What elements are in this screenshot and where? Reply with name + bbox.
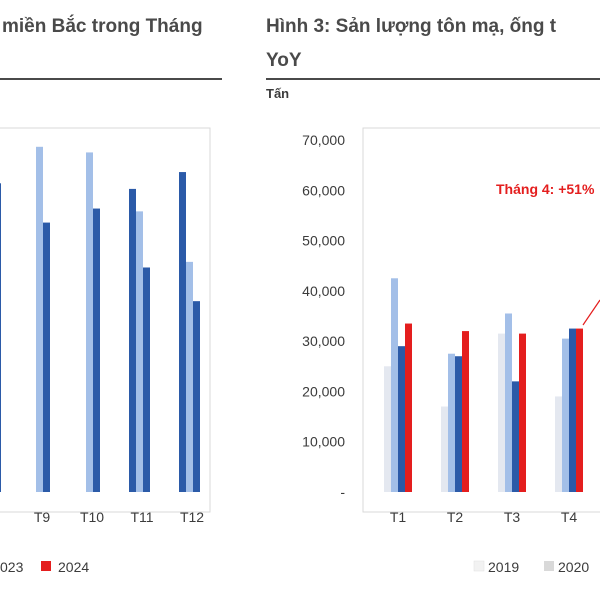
left-bar-light-T9 <box>36 146 43 492</box>
left-bar-extra-T11 <box>129 188 136 492</box>
right-bar-s2-T1 <box>398 346 405 492</box>
right-bar-s1-T2 <box>448 353 455 492</box>
right-x-tick-T2: T2 <box>447 509 464 525</box>
right-bar-s0-T4 <box>555 396 562 492</box>
legend-label-2019: 2019 <box>488 559 519 575</box>
left-plot-frame <box>0 127 211 513</box>
right-x-tick-T1: T1 <box>390 509 407 525</box>
right-bar-s3-T1 <box>405 323 412 492</box>
right-bar-s1-T1 <box>391 278 398 492</box>
right-chart: - 10,000 20,000 30,000 40,000 50,000 60,000 70,… <box>302 132 583 525</box>
y-tick-label: 60,000 <box>302 182 345 198</box>
legend-label-2020: 2020 <box>558 559 589 575</box>
left-bar-light-T12 <box>186 261 193 492</box>
left-x-tick-T9: T9 <box>34 509 51 525</box>
legend-swatch-2020 <box>544 561 554 571</box>
y-axis-unit: Tấn <box>266 86 290 101</box>
right-bar-s0-T2 <box>441 406 448 492</box>
right-chart-title-line2: YoY <box>266 50 302 71</box>
legends: 023 2024 2019 2020 <box>0 559 589 575</box>
y-tick-label: 20,000 <box>302 383 345 399</box>
right-bar-s2-T2 <box>455 356 462 492</box>
left-bar-dark-T12 <box>193 301 200 492</box>
right-bar-s0-T1 <box>384 366 391 492</box>
right-plot-frame <box>362 127 600 513</box>
right-x-tick-T4: T4 <box>561 509 578 525</box>
left-x-tick-T11: T11 <box>130 509 153 525</box>
right-x-tick-T3: T3 <box>504 509 521 525</box>
right-bar-s3-T2 <box>462 331 469 492</box>
y-tick-label: 30,000 <box>302 333 345 349</box>
legend-swatch-2024 <box>41 561 51 571</box>
left-x-tick-T10: T10 <box>80 509 104 525</box>
left-chart: T9 T10 T11 T12 <box>0 146 204 525</box>
right-bar-s1-T4 <box>562 338 569 492</box>
left-bar-light-T11 <box>136 211 143 492</box>
y-tick-label: - <box>340 484 345 500</box>
right-title-divider <box>266 78 600 80</box>
left-bar-dark-T10 <box>93 208 100 492</box>
y-tick-label: 10,000 <box>302 434 345 450</box>
legend-label-2024: 2024 <box>58 559 89 575</box>
legend-swatch-2019 <box>473 560 485 572</box>
y-tick-label: 40,000 <box>302 283 345 299</box>
left-bar-dark-T11 <box>143 267 150 492</box>
annotation-arrow <box>582 299 600 326</box>
left-chart-title: miền Bắc trong Tháng <box>2 16 203 37</box>
y-tick-label: 70,000 <box>302 132 345 148</box>
right-bar-s1-T3 <box>505 313 512 492</box>
right-bar-s0-T3 <box>498 333 505 492</box>
right-bar-s3-T4 <box>576 328 583 492</box>
y-tick-label: 50,000 <box>302 233 345 249</box>
left-x-tick-T12: T12 <box>180 509 204 525</box>
left-bar-dark-T9 <box>43 222 50 493</box>
right-bar-s2-T4 <box>569 328 576 492</box>
right-bar-s2-T3 <box>512 381 519 492</box>
right-chart-title: Hình 3: Sản lượng tôn mạ, ống t <box>266 16 557 37</box>
legend-label-2023: 023 <box>0 559 24 575</box>
left-bar-edge <box>0 183 1 492</box>
left-bar-extra-T12 <box>179 172 186 492</box>
left-bar-light-T10 <box>86 152 93 492</box>
growth-annotation: Tháng 4: +51% <box>496 181 595 197</box>
right-bar-s3-T3 <box>519 333 526 492</box>
left-title-divider <box>0 78 222 80</box>
